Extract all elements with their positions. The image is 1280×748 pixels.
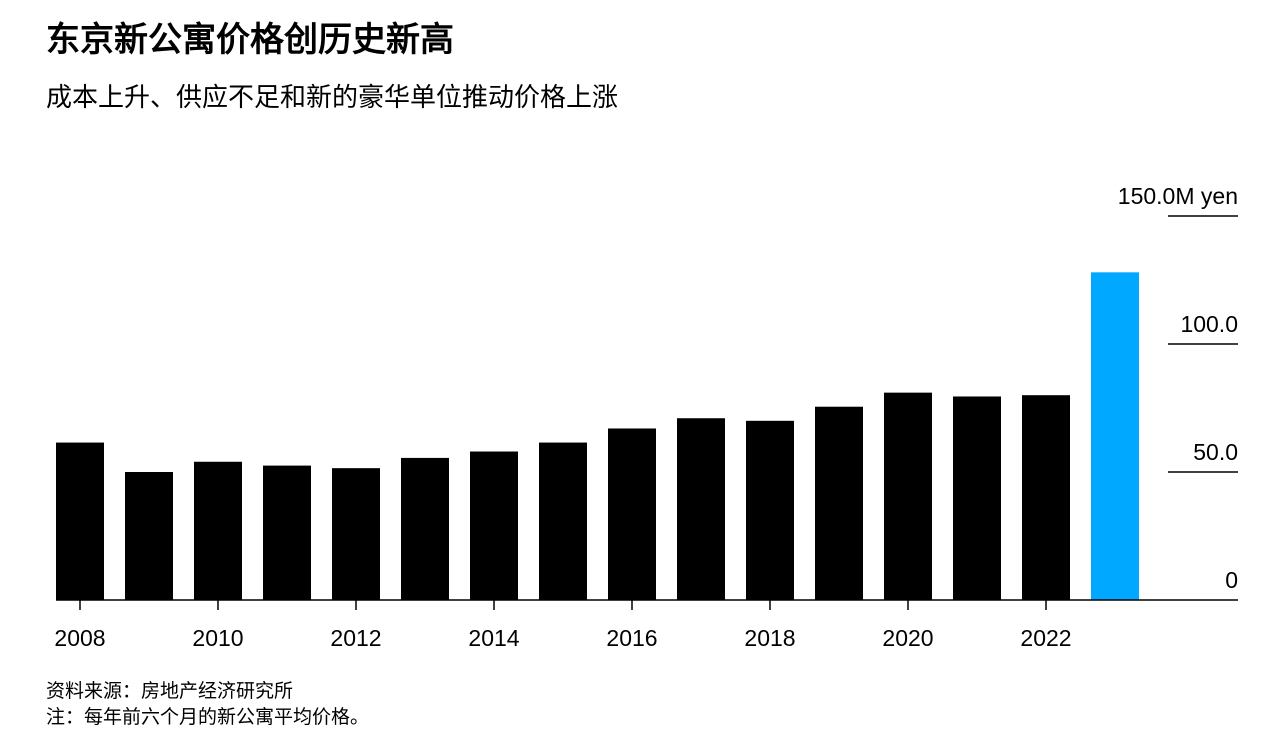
bar-2010 <box>194 461 242 600</box>
bar-2009 <box>125 472 173 600</box>
chart-title: 东京新公寓价格创历史新高 <box>46 20 454 60</box>
x-tick-label: 2022 <box>1020 625 1071 651</box>
bar-2023 <box>1091 272 1139 600</box>
bar-2014 <box>470 451 518 600</box>
source-note: 资料来源：房地产经济研究所 <box>46 680 294 702</box>
bar-2018 <box>746 420 794 600</box>
chart-notes: 资料来源：房地产经济研究所 注：每年前六个月的新公寓平均价格。 <box>46 678 369 730</box>
bar-2011 <box>263 465 311 600</box>
x-tick-label: 2008 <box>54 625 105 651</box>
bar-2013 <box>401 457 449 600</box>
bar-2019 <box>815 406 863 600</box>
bar-2016 <box>608 428 656 600</box>
bar-2008 <box>56 442 104 600</box>
x-tick-label: 2010 <box>192 625 243 651</box>
x-tick-label: 2020 <box>882 625 933 651</box>
bar-2012 <box>332 468 380 600</box>
x-tick-label: 2018 <box>744 625 795 651</box>
bar-2017 <box>677 418 725 600</box>
x-tick-label: 2012 <box>330 625 381 651</box>
y-tick-label: 0 <box>1225 567 1238 593</box>
footnote: 注：每年前六个月的新公寓平均价格。 <box>46 706 370 728</box>
bar-2022 <box>1022 395 1070 600</box>
x-tick-label: 2016 <box>606 625 657 651</box>
y-tick-label: 50.0 <box>1193 439 1238 465</box>
x-tick-label: 2014 <box>468 625 519 651</box>
y-tick-label: 150.0M yen <box>1118 183 1238 209</box>
bar-2021 <box>953 396 1001 600</box>
bar-2020 <box>884 392 932 600</box>
bar-2015 <box>539 442 587 600</box>
chart-subtitle: 成本上升、供应不足和新的豪华单位推动价格上涨 <box>46 83 619 113</box>
y-tick-label: 100.0 <box>1180 311 1238 337</box>
